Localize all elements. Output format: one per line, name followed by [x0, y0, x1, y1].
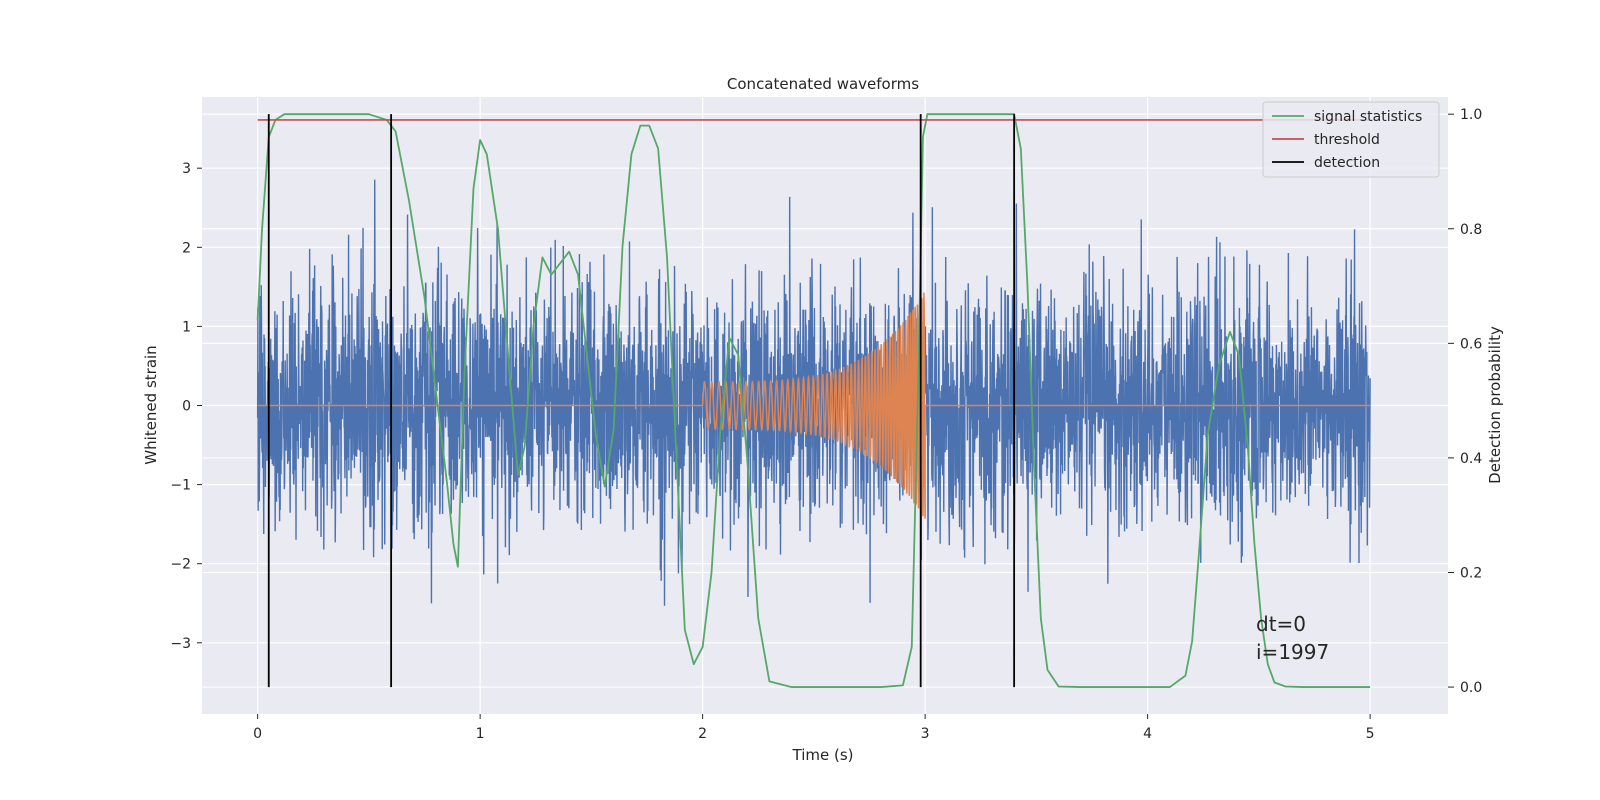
series-signal-statistics	[256, 113, 1371, 688]
x-tick-label: 3	[921, 726, 930, 742]
x-tick-label: 1	[476, 726, 485, 742]
series-whitened-strain	[256, 179, 1371, 606]
x-tick-label: 0	[253, 726, 262, 742]
legend-label-signal-statistics: signal statistics	[1314, 109, 1422, 125]
y-tick-label: −1	[170, 478, 191, 494]
x-tick-label: 5	[1366, 726, 1375, 742]
legend-label-detection: detection	[1314, 155, 1380, 171]
y-tick-label: 2	[182, 240, 191, 256]
y2-tick-label: 0.2	[1460, 565, 1482, 581]
legend-box	[1262, 101, 1440, 178]
y-tick-label: 0	[182, 399, 191, 415]
series-layer	[256, 113, 1371, 688]
annotation-dt: dt=0	[1256, 612, 1306, 636]
x-tick-label: 2	[698, 726, 707, 742]
x-axis-label: Time (s)	[792, 746, 854, 764]
y2-tick-label: 1.0	[1460, 107, 1482, 123]
x-axis: 0 1 2 3 4 5	[253, 714, 1375, 742]
y2-tick-label: 0.0	[1460, 680, 1482, 696]
y-tick-label: 1	[182, 319, 191, 335]
x-tick-label: 4	[1143, 726, 1152, 742]
y-tick-label: −3	[170, 636, 191, 652]
left-axis: −3 −2 −1 0 1 2 3	[170, 161, 202, 652]
y2-tick-label: 0.4	[1460, 451, 1482, 467]
legend: signal statistics threshold detection	[1262, 101, 1440, 178]
y-tick-label: −2	[170, 557, 191, 573]
chart-title: Concatenated waveforms	[727, 75, 919, 93]
y-tick-label: 3	[182, 161, 191, 177]
y2-tick-label: 0.6	[1460, 336, 1482, 352]
annotation-i: i=1997	[1256, 640, 1329, 664]
right-axis: 0.0 0.2 0.4 0.6 0.8 1.0	[1448, 107, 1482, 696]
y-axis-label: Whitened strain	[142, 345, 160, 464]
y2-tick-label: 0.8	[1460, 222, 1482, 238]
series-injected-chirp	[257, 292, 1371, 519]
legend-label-threshold: threshold	[1314, 132, 1380, 148]
y2-axis-label: Detection probability	[1486, 326, 1504, 484]
